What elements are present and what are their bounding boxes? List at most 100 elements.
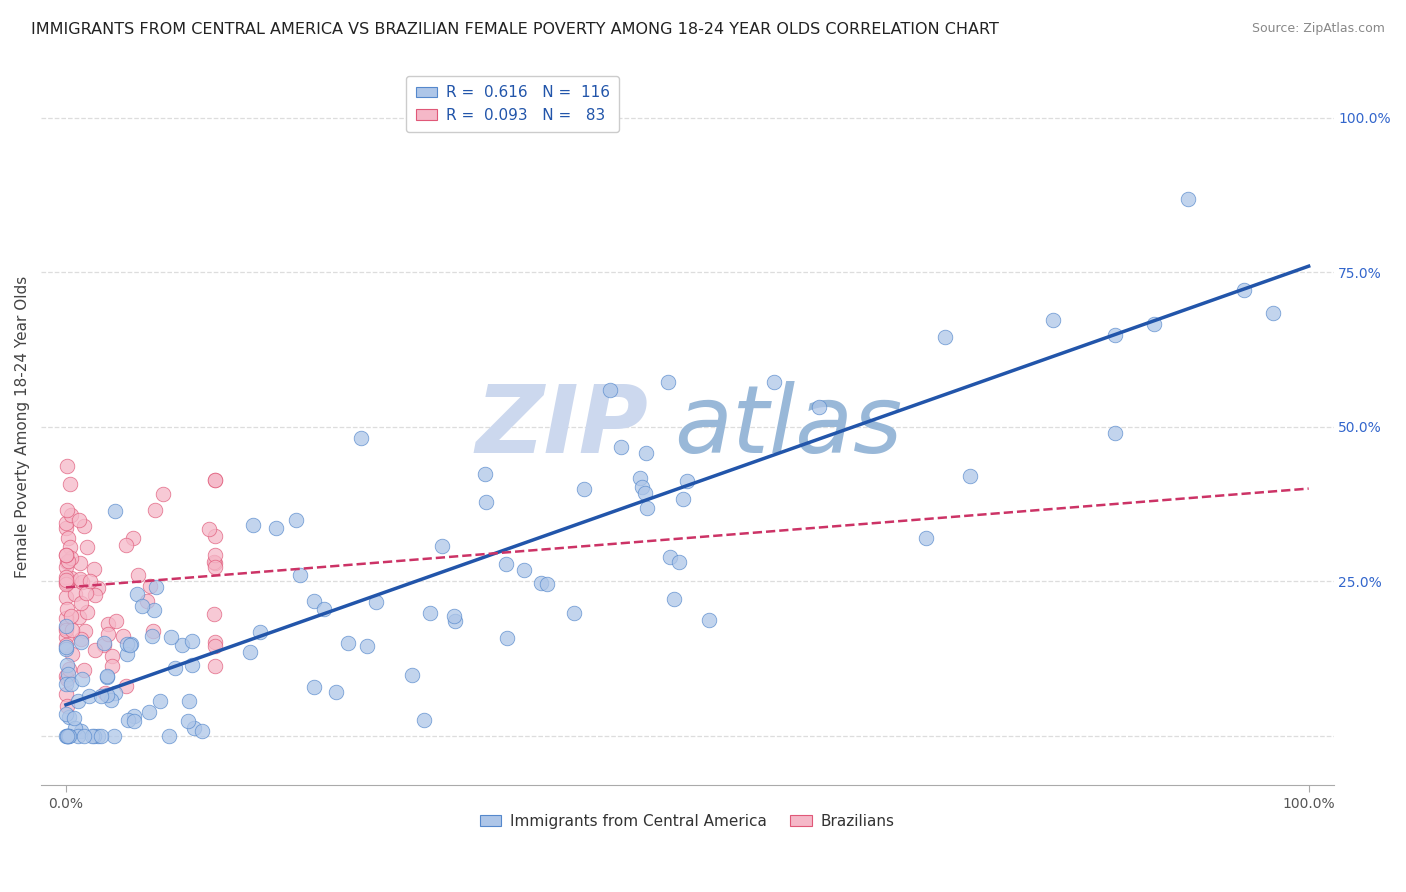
Point (1104, 328, 1126, 343)
Point (914, 531, 936, 545)
Point (55, 574, 77, 588)
Point (58, 729, 80, 743)
Point (84, 643, 107, 657)
Point (242, 518, 264, 533)
Point (125, 587, 148, 601)
Point (55, 668, 77, 682)
Point (63, 721, 86, 735)
Point (122, 709, 145, 723)
Point (1042, 313, 1064, 327)
Point (69, 572, 91, 586)
Point (495, 632, 517, 646)
Point (73, 624, 96, 638)
Point (401, 668, 423, 682)
Text: ZIP: ZIP (475, 381, 648, 473)
Point (80, 729, 103, 743)
Point (73, 519, 96, 533)
Point (1233, 283, 1256, 297)
Point (204, 658, 226, 673)
Point (56, 729, 79, 743)
Point (55, 590, 77, 604)
Point (60, 677, 83, 691)
Point (145, 580, 167, 594)
Point (475, 495, 498, 509)
Point (55, 611, 77, 625)
Point (204, 559, 226, 574)
Point (59, 540, 82, 554)
Point (562, 606, 585, 620)
Point (157, 729, 180, 743)
Point (356, 639, 378, 653)
Point (55, 621, 77, 635)
Point (55, 642, 77, 657)
Point (73, 663, 96, 677)
Legend: Immigrants from Central America, Brazilians: Immigrants from Central America, Brazili… (474, 807, 901, 835)
Point (1263, 306, 1285, 320)
Point (120, 638, 142, 652)
Point (1143, 317, 1166, 331)
Point (77, 689, 100, 703)
Point (83, 588, 105, 602)
Point (55, 677, 77, 691)
Point (249, 624, 271, 639)
Point (55, 630, 77, 644)
Point (104, 615, 127, 629)
Point (636, 501, 658, 516)
Point (763, 376, 786, 390)
Point (202, 607, 225, 622)
Point (73, 729, 96, 743)
Point (204, 473, 226, 487)
Point (60, 623, 83, 637)
Point (93, 638, 115, 652)
Point (94, 685, 117, 699)
Point (96, 670, 118, 684)
Point (101, 649, 124, 664)
Point (56, 729, 79, 743)
Point (70, 634, 93, 648)
Point (70, 673, 93, 687)
Point (114, 538, 136, 552)
Point (136, 594, 159, 608)
Point (142, 624, 165, 639)
Point (304, 594, 326, 608)
Point (141, 629, 163, 643)
Point (149, 694, 172, 708)
Point (70, 596, 93, 610)
Point (55, 548, 77, 562)
Point (55, 687, 77, 701)
Point (142, 603, 165, 617)
Point (55, 570, 77, 584)
Point (75, 586, 97, 600)
Point (599, 384, 621, 398)
Point (56, 666, 79, 681)
Point (58, 710, 80, 724)
Point (56, 554, 79, 568)
Point (56, 576, 79, 591)
Point (55, 638, 77, 652)
Point (634, 486, 657, 500)
Point (56, 531, 79, 545)
Point (76, 540, 98, 554)
Point (114, 679, 136, 693)
Point (56, 729, 79, 743)
Point (55, 516, 77, 530)
Point (70, 574, 93, 589)
Point (55, 459, 77, 474)
Point (160, 630, 183, 644)
Point (117, 714, 139, 728)
Point (104, 686, 127, 700)
Point (139, 578, 162, 592)
Point (112, 629, 135, 643)
Point (807, 400, 830, 414)
Point (177, 694, 200, 708)
Point (675, 474, 697, 488)
Point (181, 634, 204, 648)
Point (204, 556, 226, 570)
Point (59, 508, 82, 523)
Point (204, 529, 226, 543)
Point (959, 468, 981, 483)
Point (55, 623, 77, 637)
Point (115, 647, 138, 661)
Y-axis label: Female Poverty Among 18-24 Year Olds: Female Poverty Among 18-24 Year Olds (15, 276, 30, 578)
Point (63, 711, 86, 725)
